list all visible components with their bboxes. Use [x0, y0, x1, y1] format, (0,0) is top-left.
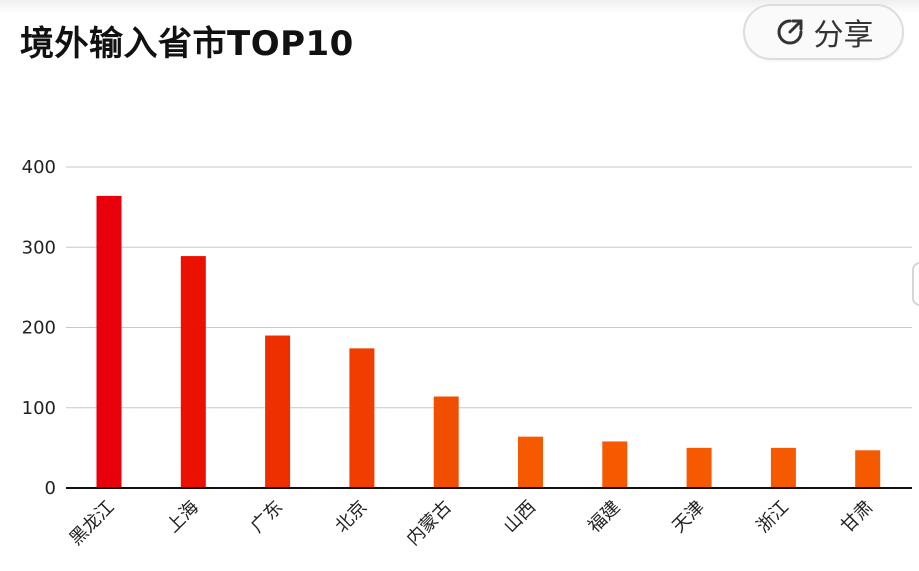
bar: [686, 447, 712, 488]
top-shadow: [0, 0, 919, 14]
x-category-label: 内蒙古: [403, 497, 456, 550]
side-scroll-handle[interactable]: [912, 262, 919, 306]
y-tick-label: 300: [22, 237, 56, 258]
x-category-label: 黑龙江: [66, 497, 119, 550]
bar: [349, 348, 375, 488]
x-category-label: 浙江: [753, 497, 793, 537]
bar: [855, 450, 881, 488]
x-category-label: 福建: [584, 497, 624, 537]
bar: [180, 256, 206, 488]
x-category-label: 北京: [331, 497, 371, 537]
share-arrow-icon: [774, 16, 806, 48]
bar: [518, 436, 543, 488]
x-category-label: 天津: [668, 497, 708, 537]
bar: [433, 396, 459, 488]
bar: [96, 195, 122, 488]
x-category-label: 山西: [500, 497, 540, 537]
y-tick-label: 400: [22, 157, 56, 178]
bar: [770, 447, 796, 488]
y-tick-label: 100: [22, 398, 56, 419]
x-category-label: 广东: [247, 497, 287, 537]
share-button[interactable]: 分享: [743, 4, 904, 60]
share-label: 分享: [813, 18, 874, 53]
bar: [265, 335, 291, 488]
page-title: 境外输入省市TOP10: [20, 24, 354, 64]
bar: [602, 441, 628, 488]
y-tick-label: 200: [22, 318, 56, 339]
y-tick-label: 0: [45, 478, 56, 499]
x-category-label: 上海: [163, 497, 203, 537]
x-category-label: 甘肃: [837, 497, 877, 537]
